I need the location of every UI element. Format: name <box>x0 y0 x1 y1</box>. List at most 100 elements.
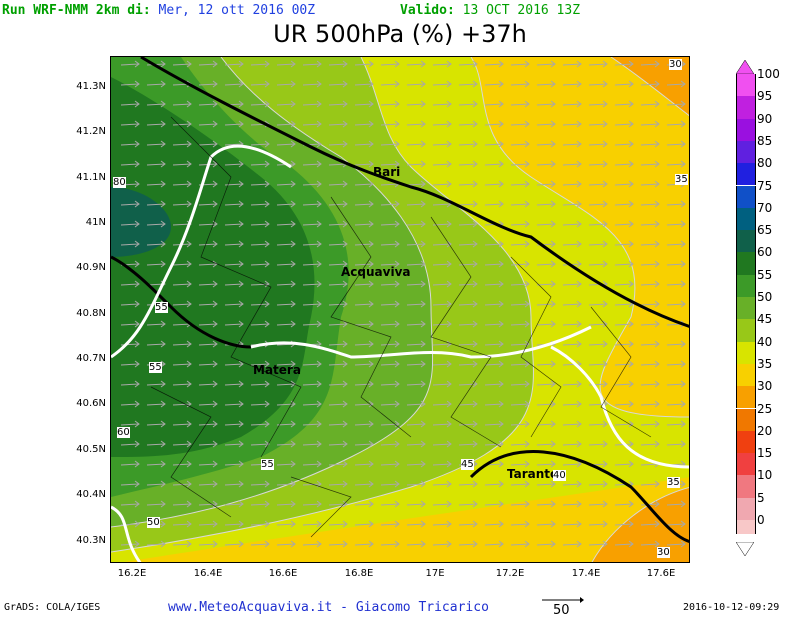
wind-vector <box>380 203 400 206</box>
legend-arrow-bottom <box>736 542 754 556</box>
wind-vector-head <box>316 180 322 188</box>
wind-vector-head <box>316 360 322 368</box>
wind-vector-head <box>576 160 582 168</box>
wind-vector <box>640 83 660 86</box>
wind-vector-head <box>134 280 140 288</box>
wind-vector <box>666 383 686 386</box>
wind-vector-head <box>264 440 270 448</box>
wind-vector-head <box>394 480 400 488</box>
wind-vector-head <box>394 320 400 328</box>
wind-vector <box>640 343 660 346</box>
wind-vector <box>432 343 452 346</box>
wind-vector-head <box>680 200 686 208</box>
wind-vector-head <box>420 300 426 308</box>
wind-vector <box>172 523 192 526</box>
wind-vector-head <box>576 140 582 148</box>
wind-vector <box>328 363 348 366</box>
wind-vector <box>302 383 322 386</box>
wind-vector <box>250 403 270 406</box>
wind-vector-head <box>602 540 608 548</box>
wind-vector-head <box>602 520 608 528</box>
region-borders <box>111 144 689 562</box>
vector-scale-label: 50 <box>553 603 570 618</box>
wind-vector-head <box>394 460 400 468</box>
wind-vector <box>406 83 426 86</box>
wind-vector-head <box>602 440 608 448</box>
wind-vector <box>302 463 322 466</box>
band-30-bottom <box>592 487 689 562</box>
legend-swatch <box>736 408 756 431</box>
wind-vector <box>302 483 322 486</box>
wind-vector <box>640 223 660 226</box>
wind-vector-head <box>654 240 660 248</box>
wind-vector-head <box>342 460 348 468</box>
legend-swatch <box>736 497 756 520</box>
wind-vector-head <box>134 380 140 388</box>
wind-vector-head <box>472 100 478 108</box>
wind-vector-head <box>264 420 270 428</box>
wind-vector-head <box>680 80 686 88</box>
wind-vector <box>484 103 504 106</box>
wind-vector-head <box>290 220 296 228</box>
wind-vector <box>510 263 530 266</box>
wind-vector <box>666 263 686 266</box>
wind-vector-head <box>602 140 608 148</box>
wind-vector-head <box>524 280 530 288</box>
wind-vector <box>458 323 478 326</box>
wind-vector-head <box>212 80 218 88</box>
wind-vector-head <box>186 380 192 388</box>
wind-vector-head <box>316 200 322 208</box>
wind-vector <box>562 523 582 526</box>
wind-vector <box>380 323 400 326</box>
wind-vector-head <box>160 200 166 208</box>
wind-vector-head <box>446 420 452 428</box>
wind-vector <box>328 463 348 466</box>
wind-vector-head <box>264 540 270 548</box>
wind-vector <box>354 543 374 546</box>
wind-vector-head <box>264 380 270 388</box>
wind-vector <box>536 163 556 166</box>
wind-vector <box>198 283 218 286</box>
wind-vector <box>666 143 686 146</box>
wind-vector-head <box>290 440 296 448</box>
wind-vector-head <box>472 140 478 148</box>
wind-vector-head <box>394 540 400 548</box>
wind-vector <box>380 363 400 366</box>
wind-vector <box>224 63 244 66</box>
wind-vector-head <box>238 300 244 308</box>
wind-vector <box>224 83 244 86</box>
wind-vector-head <box>160 400 166 408</box>
wind-vector <box>328 383 348 386</box>
wind-vector <box>640 163 660 166</box>
wind-vector <box>224 123 244 126</box>
wind-vector-head <box>134 200 140 208</box>
wind-vector-head <box>576 460 582 468</box>
wind-vector <box>562 363 582 366</box>
wind-vector-head <box>238 520 244 528</box>
run-date: Mer, 12 ott 2016 00Z <box>158 3 316 18</box>
wind-vector <box>146 543 166 546</box>
wind-vector-head <box>576 240 582 248</box>
wind-vector <box>354 143 374 146</box>
wind-vector-head <box>472 440 478 448</box>
wind-vector <box>614 123 634 126</box>
wind-vector-head <box>654 380 660 388</box>
wind-vector <box>198 503 218 506</box>
wind-vector <box>380 103 400 106</box>
wind-vector-head <box>316 500 322 508</box>
wind-vector-head <box>316 440 322 448</box>
wind-vector <box>484 203 504 206</box>
wind-vector <box>406 263 426 266</box>
wind-vector-head <box>628 140 634 148</box>
wind-vector <box>484 503 504 506</box>
wind-vector-head <box>238 280 244 288</box>
wind-vector <box>276 243 296 246</box>
wind-vector-head <box>680 440 686 448</box>
wind-vector-head <box>394 400 400 408</box>
wind-vector <box>354 123 374 126</box>
wind-vector-head <box>368 420 374 428</box>
wind-vector-head <box>134 100 140 108</box>
wind-vector <box>250 83 270 86</box>
wind-vector-head <box>212 400 218 408</box>
wind-vector-head <box>524 360 530 368</box>
